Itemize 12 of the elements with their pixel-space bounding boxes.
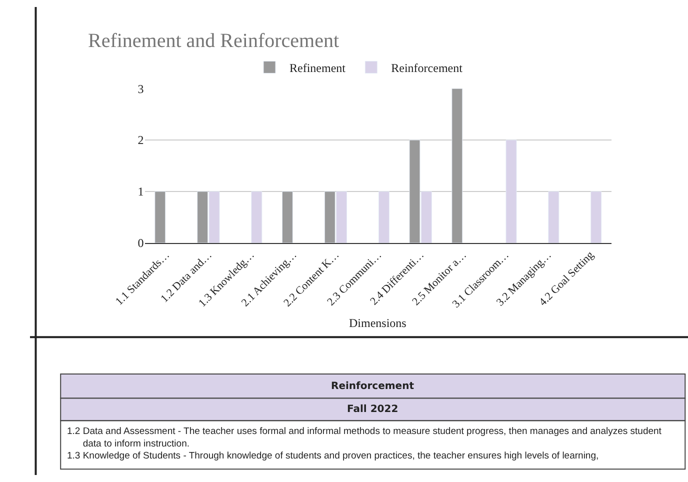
text: Fall 2022 xyxy=(347,404,398,415)
legend-label: Refinement xyxy=(290,60,346,75)
text: 1.2 Data and Assessment - The teacher uses formal and informal methods to measure student progress, then manages and analyzes student data to inform instruction. xyxy=(67,426,662,450)
text: Reinforcement xyxy=(331,381,414,392)
y-tick-label: 3 xyxy=(138,82,144,96)
y-tick-label: 0 xyxy=(138,236,144,250)
x-axis-title: Dimensions xyxy=(349,316,407,330)
legend-label: Reinforcement xyxy=(391,60,464,75)
chart-title: Refinement and Reinforcement xyxy=(88,30,340,52)
y-tick-label: 2 xyxy=(138,133,144,148)
text: 1.3 Knowledge of Students - Through knowledge of students and proven practices, the teacher ensures high levels of learning, xyxy=(67,450,599,462)
y-tick-label: 1 xyxy=(138,184,144,199)
